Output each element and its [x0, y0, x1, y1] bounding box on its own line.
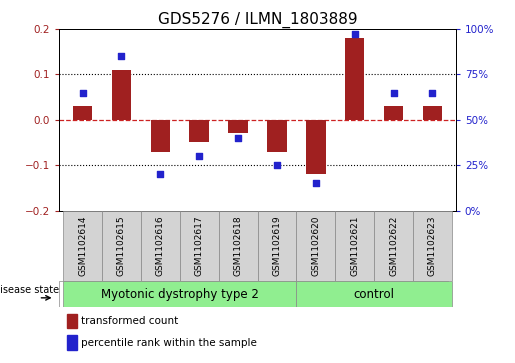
Text: GSM1102618: GSM1102618: [234, 216, 243, 276]
Text: GSM1102615: GSM1102615: [117, 216, 126, 276]
Bar: [423, 106, 442, 120]
Bar: [384, 106, 403, 120]
Text: Myotonic dystrophy type 2: Myotonic dystrophy type 2: [101, 287, 259, 301]
Text: transformed count: transformed count: [81, 316, 178, 326]
FancyBboxPatch shape: [258, 211, 296, 281]
Text: GSM1102621: GSM1102621: [350, 216, 359, 276]
Point: [156, 171, 164, 177]
Point: [195, 153, 203, 159]
Point: [389, 90, 398, 95]
Bar: [190, 120, 209, 143]
FancyBboxPatch shape: [63, 281, 296, 307]
Text: GSM1102623: GSM1102623: [428, 216, 437, 276]
FancyBboxPatch shape: [102, 211, 141, 281]
Point: [351, 32, 359, 37]
Bar: [112, 70, 131, 120]
Text: GSM1102617: GSM1102617: [195, 216, 204, 276]
Title: GDS5276 / ILMN_1803889: GDS5276 / ILMN_1803889: [158, 12, 357, 28]
Bar: [267, 120, 287, 152]
FancyBboxPatch shape: [59, 281, 448, 307]
Text: GSM1102614: GSM1102614: [78, 216, 87, 276]
Point: [428, 90, 437, 95]
Bar: [73, 106, 92, 120]
FancyBboxPatch shape: [296, 281, 452, 307]
Bar: [67, 314, 77, 329]
FancyBboxPatch shape: [141, 211, 180, 281]
Text: disease state: disease state: [0, 285, 59, 295]
FancyBboxPatch shape: [296, 211, 335, 281]
Text: percentile rank within the sample: percentile rank within the sample: [81, 338, 257, 347]
Bar: [67, 335, 77, 350]
Point: [117, 53, 126, 59]
Bar: [306, 120, 325, 174]
Text: control: control: [354, 287, 394, 301]
Point: [78, 90, 87, 95]
FancyBboxPatch shape: [413, 211, 452, 281]
Bar: [150, 120, 170, 152]
FancyBboxPatch shape: [335, 211, 374, 281]
Bar: [345, 38, 365, 120]
Text: GSM1102616: GSM1102616: [156, 216, 165, 276]
Bar: [228, 120, 248, 134]
FancyBboxPatch shape: [180, 211, 219, 281]
Text: GSM1102622: GSM1102622: [389, 216, 398, 276]
Text: GSM1102620: GSM1102620: [311, 216, 320, 276]
FancyBboxPatch shape: [374, 211, 413, 281]
Point: [273, 162, 281, 168]
FancyBboxPatch shape: [63, 211, 102, 281]
Point: [234, 135, 242, 141]
FancyBboxPatch shape: [219, 211, 258, 281]
Point: [312, 180, 320, 186]
Text: GSM1102619: GSM1102619: [272, 216, 281, 276]
